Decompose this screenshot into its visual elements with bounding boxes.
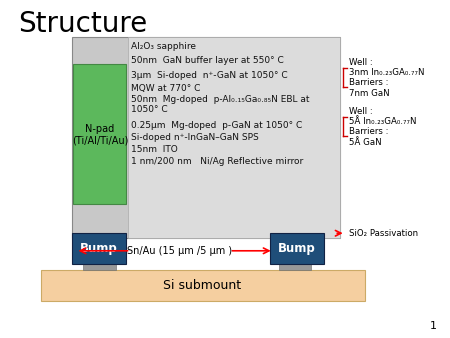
- Text: Well :
5Å In₀.₂₃GA₀.₇₇N
Barriers :
5Å GaN: Well : 5Å In₀.₂₃GA₀.₇₇N Barriers : 5Å Ga…: [349, 107, 416, 147]
- Bar: [128, 37, 340, 238]
- Text: Si-doped n⁺-InGaN–GaN SPS: Si-doped n⁺-InGaN–GaN SPS: [131, 134, 259, 142]
- Text: 3μm  Si-doped  n⁺-GaN at 1050° C: 3μm Si-doped n⁺-GaN at 1050° C: [131, 71, 288, 79]
- Text: SiO₂ Passivation: SiO₂ Passivation: [349, 229, 418, 238]
- Text: 50nm  Mg-doped  p-Al₀.₁₅Ga₀.₈₅N EBL at
1050° C: 50nm Mg-doped p-Al₀.₁₅Ga₀.₈₅N EBL at 105…: [131, 95, 310, 115]
- Text: Si submount: Si submount: [163, 279, 242, 292]
- Text: Bump: Bump: [80, 242, 118, 255]
- Bar: [83, 262, 116, 270]
- Bar: [72, 37, 340, 238]
- Bar: [279, 262, 311, 270]
- Text: MQW at 770° C: MQW at 770° C: [131, 84, 201, 93]
- Bar: [270, 233, 324, 264]
- Text: 0.25μm  Mg-doped  p-GaN at 1050° C: 0.25μm Mg-doped p-GaN at 1050° C: [131, 121, 303, 129]
- Text: Al₂O₃ sapphire: Al₂O₃ sapphire: [131, 42, 196, 51]
- Bar: [40, 270, 365, 301]
- Text: Sn/Au (15 μm /5 μm ): Sn/Au (15 μm /5 μm ): [127, 246, 233, 256]
- Text: Bump: Bump: [278, 242, 316, 255]
- Bar: [72, 233, 126, 264]
- Bar: [73, 64, 126, 204]
- Text: 15nm  ITO: 15nm ITO: [131, 145, 178, 154]
- Text: 1: 1: [429, 321, 436, 331]
- Text: 1 nm/200 nm   Ni/Ag Reflective mirror: 1 nm/200 nm Ni/Ag Reflective mirror: [131, 157, 304, 166]
- Text: N-pad
(Ti/Al/Ti/Au): N-pad (Ti/Al/Ti/Au): [72, 124, 128, 145]
- Text: 50nm  GaN buffer layer at 550° C: 50nm GaN buffer layer at 550° C: [131, 56, 284, 65]
- Text: Well :
3nm In₀.₂₃GA₀.₇₇N
Barriers :
7nm GaN: Well : 3nm In₀.₂₃GA₀.₇₇N Barriers : 7nm …: [349, 58, 424, 98]
- Text: Structure: Structure: [18, 10, 147, 38]
